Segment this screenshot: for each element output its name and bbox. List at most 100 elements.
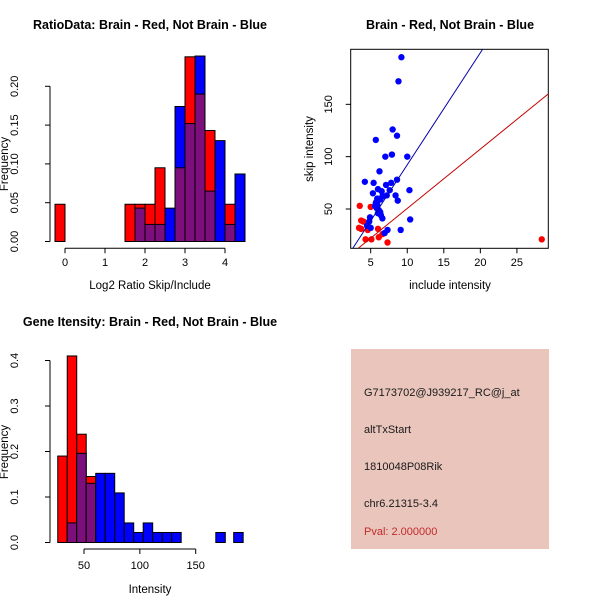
hist-bar bbox=[66, 355, 78, 544]
hist-bar-overlap bbox=[184, 123, 196, 242]
tick-label: 50 bbox=[323, 203, 335, 215]
gene-hist-ylabel: Frequency bbox=[0, 424, 11, 480]
ratio-hist-title: RatioData: Brain - Red, Not Brain - Blue bbox=[32, 18, 268, 32]
hist-bar bbox=[54, 203, 66, 242]
hist-bar bbox=[95, 472, 106, 543]
scatter-point bbox=[370, 179, 377, 187]
hist-bar bbox=[161, 531, 173, 543]
scatter-point bbox=[382, 181, 390, 189]
scatter-point bbox=[368, 236, 375, 243]
tick-label: 5 bbox=[368, 257, 374, 269]
scatter-point bbox=[392, 192, 399, 199]
scatter-point bbox=[398, 54, 405, 61]
scatter-point bbox=[538, 236, 545, 243]
tick-label: 20 bbox=[474, 257, 486, 269]
hist-bar-overlap bbox=[224, 223, 236, 242]
scatter-point bbox=[361, 178, 369, 185]
ratio-hist-ylabel: Frequency bbox=[0, 136, 11, 192]
hist-bar-overlap bbox=[204, 190, 216, 242]
gene-info-panel: G7173702@J939217_RC@j_at altTxStart 1810… bbox=[351, 349, 549, 549]
scatter-point bbox=[379, 215, 386, 222]
scatter-point bbox=[394, 197, 401, 204]
hist-bar bbox=[152, 531, 163, 543]
tick-label: 10 bbox=[401, 257, 413, 269]
tick-label: 0.4 bbox=[9, 353, 21, 368]
scatter-point bbox=[367, 224, 374, 232]
hist-bar-overlap bbox=[194, 93, 206, 242]
scatter-point bbox=[387, 179, 395, 187]
hist-bar-overlap bbox=[85, 482, 97, 544]
tick-label: 0.10 bbox=[9, 153, 21, 174]
scatter-point bbox=[404, 153, 411, 160]
tick-label: 100 bbox=[131, 560, 149, 572]
scatter-point bbox=[362, 236, 369, 243]
hist-bar bbox=[233, 531, 244, 543]
probe-id-text: G7173702@J939217_RC@j_at bbox=[364, 387, 520, 399]
scatter-point bbox=[406, 216, 414, 223]
gene-hist-xlabel: Intensity bbox=[128, 584, 172, 596]
scatter-point bbox=[374, 225, 382, 233]
hist-bar-overlap bbox=[144, 223, 156, 242]
scatter-ylabel: skip intensity bbox=[304, 116, 316, 182]
pval-text: Pval: 2.000000 bbox=[364, 526, 438, 538]
scatter-point bbox=[372, 136, 380, 144]
scatter-point bbox=[381, 229, 388, 237]
tick-label: 0.3 bbox=[9, 398, 21, 413]
scatter-xlabel: include intensity bbox=[409, 280, 491, 292]
tick-label: 25 bbox=[511, 257, 523, 269]
tick-label: 15 bbox=[438, 257, 450, 269]
tick-label: 100 bbox=[323, 147, 335, 165]
tick-label: 50 bbox=[78, 560, 90, 572]
intensity-scatter: 5 10 15 20 25 50 100 150 bbox=[323, 48, 549, 269]
tick-label: 0.1 bbox=[9, 489, 21, 504]
hist-bar bbox=[133, 531, 144, 543]
tick-label: 2 bbox=[142, 257, 148, 269]
tick-label: 3 bbox=[182, 257, 188, 269]
scatter-title: Brain - Red, Not Brain - Blue bbox=[365, 18, 535, 32]
plot-box bbox=[350, 48, 549, 249]
tick-label: 0.15 bbox=[9, 114, 21, 135]
hist-bar bbox=[104, 472, 116, 543]
hist-bar bbox=[123, 522, 135, 543]
scatter-point bbox=[369, 190, 377, 197]
scatter-point bbox=[382, 153, 389, 160]
fit-line bbox=[357, 93, 549, 249]
scatter-point bbox=[356, 202, 363, 210]
tick-label: 0.05 bbox=[9, 192, 21, 213]
scatter-point bbox=[357, 225, 365, 233]
hist-bar bbox=[234, 173, 246, 243]
scatter-point bbox=[393, 132, 401, 139]
hist-bar bbox=[215, 531, 226, 543]
scatter-point bbox=[384, 239, 391, 246]
gene-symbol-text: 1810048P08Rik bbox=[364, 461, 443, 473]
scatter-point bbox=[395, 78, 402, 85]
hist-bar-overlap bbox=[76, 452, 87, 544]
tick-label: 150 bbox=[187, 560, 205, 572]
scatter-point bbox=[376, 168, 383, 175]
tick-label: 0.2 bbox=[9, 444, 21, 459]
tick-label: 0.20 bbox=[9, 76, 21, 97]
scatter-point bbox=[389, 126, 396, 133]
ratio-hist-xlabel: Log2 Ratio Skip/Include bbox=[89, 280, 211, 292]
hist-bar-overlap bbox=[66, 522, 78, 543]
hist-bar bbox=[171, 531, 182, 543]
scatter-point bbox=[378, 188, 385, 195]
tick-label: 4 bbox=[222, 257, 228, 269]
tick-label: 150 bbox=[323, 95, 335, 113]
locus-text: chr6.21315-3.4 bbox=[364, 498, 438, 510]
hist-bar bbox=[114, 492, 125, 543]
hist-bar bbox=[124, 203, 136, 242]
hist-bar bbox=[142, 522, 154, 543]
fit-line bbox=[352, 49, 483, 249]
tick-label: 0.0 bbox=[9, 535, 21, 550]
scatter-point bbox=[406, 186, 413, 194]
tick-label: 1 bbox=[102, 257, 108, 269]
gene-hist-title: Gene Itensity: Brain - Red, Not Brain - … bbox=[22, 315, 278, 329]
event-type-text: altTxStart bbox=[364, 424, 412, 436]
scatter-point bbox=[397, 226, 404, 234]
scatter-point bbox=[388, 151, 396, 158]
ratio-histogram: 0.00 0.05 0.10 0.15 0.20 0 1 2 3 4 bbox=[9, 55, 246, 269]
gene-intensity-histogram: 0.0 0.1 0.2 0.3 0.4 50 100 150 bbox=[9, 353, 244, 572]
